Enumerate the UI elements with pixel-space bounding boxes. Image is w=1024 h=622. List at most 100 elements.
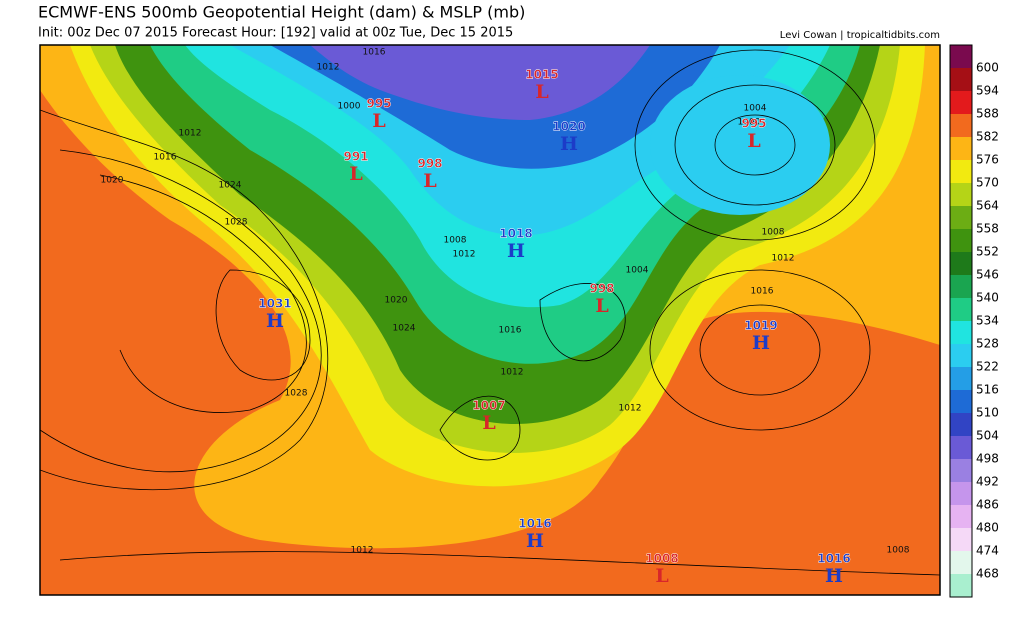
- center-value: 1018: [499, 227, 532, 241]
- colorbar-swatch: [950, 505, 972, 529]
- colorbar-swatch: [950, 321, 972, 345]
- isobar-label: 1004: [744, 104, 767, 114]
- isobar-label: 1008: [444, 236, 467, 246]
- center-letter: H: [752, 332, 770, 354]
- center-value: 1019: [744, 319, 777, 333]
- isobar-label: 1024: [393, 324, 416, 334]
- colorbar-swatch: [950, 114, 972, 138]
- colorbar-swatch: [950, 229, 972, 253]
- isobar-label: 1012: [453, 250, 476, 260]
- map-frame: [39, 44, 941, 596]
- colorbar-swatch: [950, 459, 972, 483]
- center-value: 1008: [645, 552, 678, 566]
- colorbar-swatch: [950, 160, 972, 184]
- colorbar-swatch: [950, 574, 972, 598]
- isobar-label: 1016: [751, 287, 774, 297]
- colorbar-label: 504: [976, 429, 999, 443]
- colorbar-label: 516: [976, 383, 999, 397]
- map: [40, 45, 940, 595]
- subtitle: Init: 00z Dec 07 2015 Forecast Hour: [19…: [38, 26, 513, 41]
- isobar-label: 1016: [363, 48, 386, 58]
- contour-labels: 1012 1016 1020 1024 1028 1028 1012 1004 1000 1008…: [101, 48, 910, 556]
- center-value: 1031: [258, 297, 291, 311]
- colorbar-swatch: [950, 45, 972, 69]
- colorbar-label: 534: [976, 314, 999, 328]
- colorbar-label: 498: [976, 452, 999, 466]
- center-value: 1016: [817, 552, 850, 566]
- colorbar-label: 474: [976, 544, 999, 558]
- isobar-label: 1016: [154, 153, 177, 163]
- center-letter: L: [482, 412, 495, 434]
- colorbar-swatch: [950, 137, 972, 161]
- colorbar-label: 486: [976, 498, 999, 512]
- isobar-label: 1012: [351, 546, 374, 556]
- colorbar-label: 600: [976, 61, 999, 75]
- colorbar-label: 480: [976, 521, 999, 535]
- center-letter: H: [825, 565, 843, 587]
- colorbar-swatch: [950, 252, 972, 276]
- colorbar-swatch: [950, 91, 972, 115]
- colorbar-swatch: [950, 413, 972, 437]
- isobar-label: 1008: [762, 228, 785, 238]
- colorbar-label: 468: [976, 567, 999, 581]
- isobar-label: 1028: [285, 389, 308, 399]
- colorbar-swatch: [950, 68, 972, 92]
- isobar-label: 1000: [338, 102, 361, 112]
- center-value: 998: [417, 157, 442, 171]
- center-letter: L: [535, 81, 548, 103]
- center-value: 1020: [552, 120, 585, 134]
- colorbar-label: 576: [976, 153, 999, 167]
- field-504: [310, 45, 650, 120]
- center-value: 998: [589, 282, 614, 296]
- center-letter: H: [507, 240, 525, 262]
- isobar-label: 1012: [179, 129, 202, 139]
- center-letter: H: [266, 310, 284, 332]
- colorbar-swatch: [950, 482, 972, 506]
- center-value: 1016: [518, 517, 551, 531]
- colorbar-label: 552: [976, 245, 999, 259]
- colorbar: 600 594 588 582 576 570 564 558 552 546 540 534 528 5…: [949, 44, 999, 598]
- colorbar-label: 546: [976, 268, 999, 282]
- colorbar-swatch: [950, 390, 972, 414]
- isobar-label: 1012: [501, 368, 524, 378]
- isobar-label: 1024: [219, 181, 242, 191]
- isobar-label: 1012: [772, 254, 795, 264]
- colorbar-swatch: [950, 183, 972, 207]
- isobar-label: 1020: [385, 296, 408, 306]
- isobar-label: 1012: [317, 63, 340, 73]
- center-value: 1015: [525, 68, 558, 82]
- isobar-label: 1028: [225, 218, 248, 228]
- colorbar-frame: [949, 44, 973, 598]
- colorbar-swatch: [950, 528, 972, 552]
- colorbar-swatch: [950, 551, 972, 575]
- center-letter: L: [747, 130, 760, 152]
- colorbar-label: 558: [976, 222, 999, 236]
- isobar-label: 1016: [499, 326, 522, 336]
- colorbar-label: 588: [976, 107, 999, 121]
- colorbar-label: 540: [976, 291, 999, 305]
- colorbar-label: 570: [976, 176, 999, 190]
- credit: Levi Cowan | tropicaltidbits.com: [780, 30, 940, 41]
- colorbar-label: 594: [976, 84, 999, 98]
- isobar-label: 1004: [626, 266, 649, 276]
- colorbar-label: 492: [976, 475, 999, 489]
- colorbar-swatch: [950, 436, 972, 460]
- isobar-label: 1008: [887, 546, 910, 556]
- colorbar-label: 582: [976, 130, 999, 144]
- center-value: 1007: [472, 399, 505, 413]
- isobar-label: 1000: [738, 118, 761, 128]
- center-letter: L: [595, 295, 608, 317]
- center-letter: H: [526, 530, 544, 552]
- colorbar-swatch: [950, 298, 972, 322]
